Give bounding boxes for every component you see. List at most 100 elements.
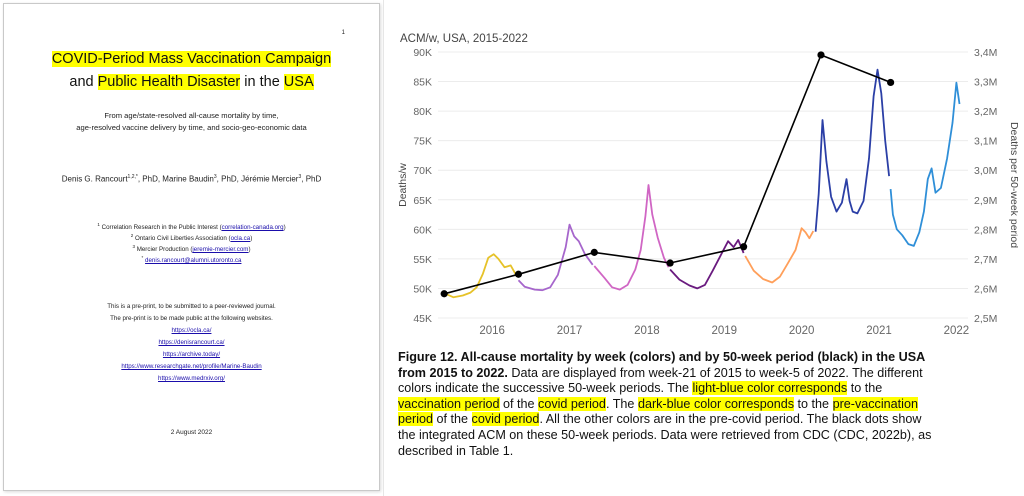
affiliation-text: Ontario Civil Liberties Association ( bbox=[134, 235, 231, 243]
preprint-link-archive[interactable]: https://archive.today/ bbox=[162, 351, 221, 358]
caption-bold-text: Figure 12. All-cause mortality by week (… bbox=[398, 350, 926, 364]
period-total-point bbox=[590, 248, 598, 256]
preprint-link-researchgate[interactable]: https://www.researchgate.net/profile/Mar… bbox=[121, 363, 262, 370]
caption-highlight: period bbox=[398, 412, 434, 427]
y-tick-label: 45K bbox=[413, 313, 432, 325]
affiliation-line: 3 Mercier Production (jeremie-mercier.co… bbox=[4, 241, 379, 255]
affiliation-text: Correlation Research in the Public Inter… bbox=[101, 224, 222, 232]
x-tick-label: 2022 bbox=[944, 325, 970, 337]
caption-highlight: vaccination period bbox=[398, 396, 500, 411]
paper-title-line-1: COVID-Period Mass Vaccination Campaign bbox=[4, 48, 379, 70]
author-text: , PhD bbox=[301, 174, 322, 184]
y-tick-label: 85K bbox=[413, 77, 432, 89]
author-text: , PhD, Jérémie Mercier bbox=[216, 174, 299, 184]
panel-divider bbox=[383, 0, 384, 496]
y-tick-label: 55K bbox=[413, 254, 432, 266]
affiliation-superscript: * bbox=[141, 255, 144, 260]
affiliation-line: 1 Correlation Research in the Public Int… bbox=[4, 219, 379, 233]
caption-highlight: pre-vaccination bbox=[832, 396, 918, 411]
preprint-link-ocla[interactable]: https://ocla.ca/ bbox=[171, 327, 212, 334]
author-superscript: 3 bbox=[213, 174, 217, 180]
caption-line: period of the covid period. All the othe… bbox=[398, 412, 1016, 428]
period-total-line bbox=[443, 53, 891, 295]
y-tick-label: 70K bbox=[413, 165, 432, 177]
y2-tick-label: 2,5M bbox=[974, 313, 997, 325]
page-number: 1 bbox=[341, 30, 345, 36]
period-total-point bbox=[817, 51, 825, 59]
affiliation-link[interactable]: correlation-canada.org bbox=[221, 224, 284, 232]
paper-title-segment: COVID-Period Mass Vaccination Campaign bbox=[51, 51, 332, 67]
y2-tick-label: 2,6M bbox=[974, 283, 997, 295]
preprint-note-line-1: This is a pre-print, to be submitted to … bbox=[107, 303, 276, 310]
affiliation-text: Mercier Production ( bbox=[136, 246, 193, 254]
affiliation-suffix: ) bbox=[283, 224, 286, 232]
weekly-series-line-5 bbox=[744, 227, 815, 284]
y2-tick-label: 3,1M bbox=[974, 136, 997, 148]
preprint-link: https://www.medrxiv.org/ bbox=[4, 373, 379, 385]
caption-text: . The bbox=[605, 396, 638, 411]
paper-title-segment: USA bbox=[283, 74, 314, 90]
y2-tick-label: 2,7M bbox=[974, 254, 997, 266]
caption-text: to the bbox=[847, 381, 883, 396]
y-tick-label: 50K bbox=[413, 283, 432, 295]
author-text: Denis G. Rancourt bbox=[61, 174, 128, 184]
weekly-series-line-4 bbox=[669, 239, 745, 290]
affiliation-line: * denis.rancourt@alumni.utoronto.ca bbox=[4, 252, 379, 266]
paper-title-segment: and bbox=[69, 74, 98, 90]
paper-title-segment: Public Health Disaster bbox=[97, 74, 241, 90]
affiliation-superscript: 3 bbox=[132, 244, 135, 249]
affiliation-link[interactable]: jeremie-mercier.com bbox=[192, 246, 249, 254]
period-total-point bbox=[514, 270, 523, 278]
caption-text: described in Table 1. bbox=[398, 443, 514, 458]
author-superscript: 3 bbox=[298, 174, 302, 180]
affiliation-link[interactable]: ocla.ca bbox=[230, 235, 251, 243]
weekly-series-line-2 bbox=[517, 223, 594, 292]
y-tick-label: 60K bbox=[413, 224, 432, 236]
caption-line: colors indicate the successive 50-week p… bbox=[398, 381, 1016, 397]
paper-authors: Denis G. Rancourt1,2,*, PhD, Marine Baud… bbox=[4, 174, 379, 184]
caption-text: . All the other colors are in the pre-co… bbox=[539, 412, 922, 427]
period-total-point bbox=[887, 78, 895, 87]
chart-title: ACM/w, USA, 2015-2022 bbox=[400, 33, 528, 45]
preprint-link: https://www.researchgate.net/profile/Mar… bbox=[4, 361, 379, 373]
y2-tick-label: 3,4M bbox=[974, 47, 997, 59]
y-axis-label: Deaths/w bbox=[397, 163, 409, 207]
caption-text: of the bbox=[433, 412, 472, 427]
x-tick-label: 2019 bbox=[711, 325, 737, 337]
paper-title-page: 1 COVID-Period Mass Vaccination Campaign… bbox=[3, 3, 380, 491]
preprint-link-medrxiv[interactable]: https://www.medrxiv.org/ bbox=[158, 375, 225, 382]
paper-title-segment: in the bbox=[240, 74, 284, 90]
weekly-series-line-1 bbox=[443, 253, 518, 299]
figure-caption: Figure 12. All-cause mortality by week (… bbox=[398, 350, 1016, 459]
affiliation-superscript: 2 bbox=[130, 233, 134, 238]
preprint-note-line-2: The pre-print is to be made public at th… bbox=[110, 315, 273, 322]
x-tick-label: 2017 bbox=[557, 325, 583, 337]
y2-tick-label: 3,0M bbox=[974, 165, 997, 177]
caption-text: of the bbox=[499, 396, 539, 411]
x-tick-label: 2020 bbox=[789, 325, 815, 337]
preprint-link: https://ocla.ca/ bbox=[4, 325, 379, 337]
author-superscript: 1,2,* bbox=[127, 174, 138, 180]
caption-line: the integrated ACM on these 50-week peri… bbox=[398, 428, 1016, 444]
caption-line: vaccination period of the covid period. … bbox=[398, 396, 1016, 413]
x-tick-label: 2021 bbox=[866, 325, 892, 337]
weekly-series-line-7 bbox=[889, 81, 961, 247]
caption-text: colors indicate the successive 50-week p… bbox=[398, 381, 693, 396]
paper-subtitle-line-1: From age/state-resolved all-cause mortal… bbox=[104, 111, 279, 120]
affiliation-link[interactable]: denis.rancourt@alumni.utoronto.ca bbox=[145, 257, 242, 265]
weekly-series-line-6 bbox=[814, 68, 890, 232]
caption-text: the integrated ACM on these 50-week peri… bbox=[398, 427, 932, 442]
y-tick-label: 90K bbox=[413, 47, 432, 59]
caption-highlight: covid period bbox=[471, 412, 540, 427]
affiliation-suffix: ) bbox=[250, 235, 253, 243]
affiliation-superscript: 1 bbox=[97, 222, 100, 227]
caption-line: from 2015 to 2022. Data are displayed fr… bbox=[398, 366, 1016, 382]
caption-line: described in Table 1. bbox=[398, 444, 1016, 460]
caption-highlight: covid period bbox=[538, 396, 606, 411]
y-tick-label: 75K bbox=[413, 136, 432, 148]
caption-line: Figure 12. All-cause mortality by week (… bbox=[398, 350, 1016, 366]
caption-text: to the bbox=[794, 396, 833, 411]
affiliation-line: 2 Ontario Civil Liberties Association (o… bbox=[4, 230, 379, 244]
caption-bold-text: from 2015 to 2022. bbox=[398, 365, 508, 380]
preprint-link-denisrancourt[interactable]: https://denisrancourt.ca/ bbox=[158, 339, 225, 346]
